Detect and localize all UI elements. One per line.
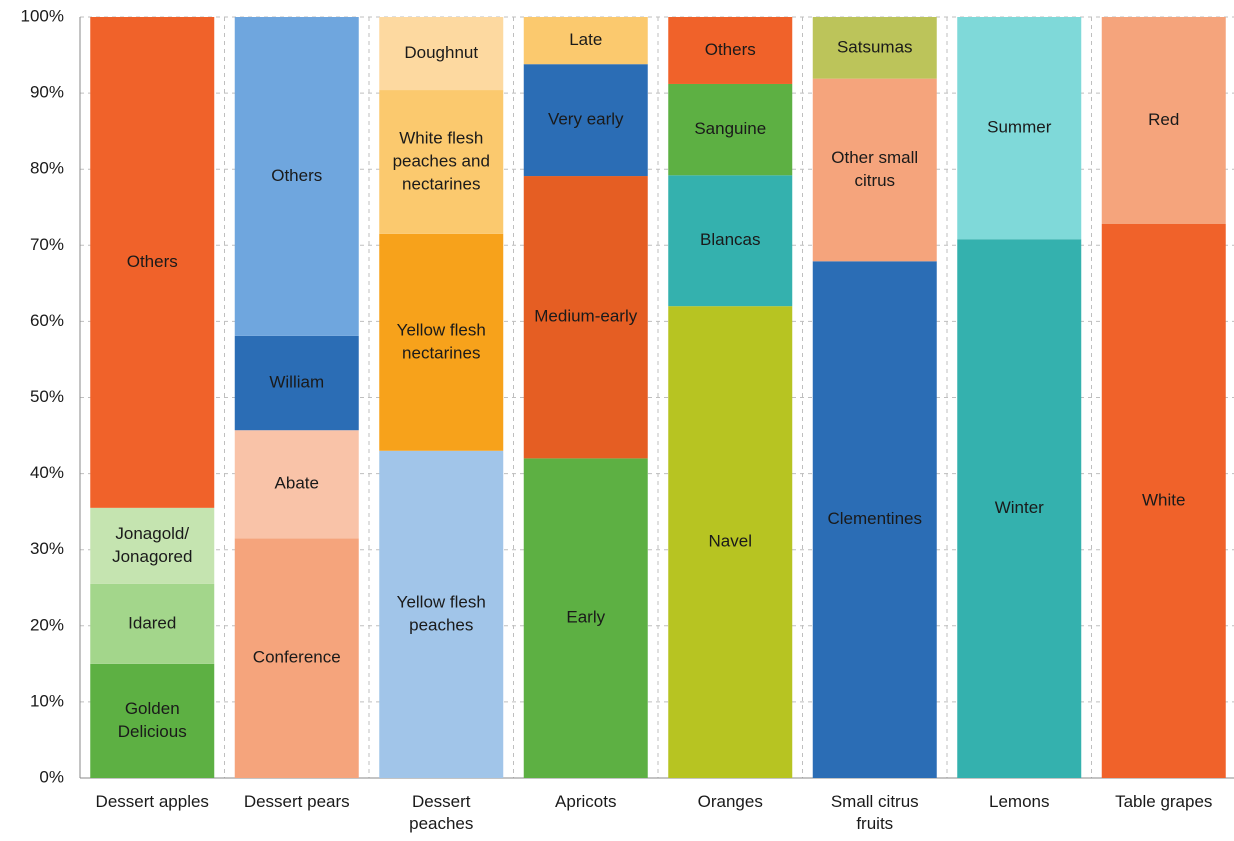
bar-segment: [523, 458, 648, 778]
segment-label: Other small citrus: [831, 148, 918, 190]
segment-label: Very early: [548, 110, 624, 129]
segment-label: Sanguine: [694, 119, 766, 138]
y-tick-label: 40%: [30, 463, 64, 482]
segment-label: Clementines: [828, 509, 923, 528]
bar-segment: [957, 239, 1082, 778]
bar-segment: [234, 430, 359, 539]
segment-label: Summer: [987, 118, 1052, 137]
bar-segment: [379, 233, 504, 451]
y-tick-label: 80%: [30, 159, 64, 178]
segment-label: Conference: [253, 648, 341, 667]
segment-label: Winter: [995, 498, 1044, 517]
x-tick-label: Dessert pears: [244, 792, 350, 811]
x-tick-label: Apricots: [555, 792, 616, 811]
bar-segment: [1101, 223, 1226, 778]
y-tick-label: 100%: [21, 6, 64, 25]
segment-label: Medium-early: [534, 307, 637, 326]
segment-label: Blancas: [700, 230, 760, 249]
bar-segment: [379, 17, 504, 91]
y-tick-label: 70%: [30, 235, 64, 254]
segment-label: Golden Delicious: [118, 699, 187, 741]
segment-label: Red: [1148, 110, 1179, 129]
bar-segment: [234, 538, 359, 778]
segment-label: Doughnut: [404, 43, 478, 62]
y-tick-label: 30%: [30, 539, 64, 558]
x-tick-label: Lemons: [989, 792, 1049, 811]
x-tick-label: Oranges: [698, 792, 763, 811]
segment-label: White: [1142, 490, 1185, 509]
segment-label: White flesh peaches and nectarines: [393, 128, 490, 193]
bar-segment: [90, 507, 215, 584]
bar-segment: [90, 583, 215, 664]
x-tick-label: Small citrus fruits: [831, 792, 919, 833]
bar-segment: [90, 17, 215, 508]
bar-segment: [234, 17, 359, 336]
bar-segment: [379, 90, 504, 234]
x-tick-label: Dessert apples: [96, 792, 209, 811]
segment-label: Satsumas: [837, 37, 913, 56]
bar-segment: [523, 17, 648, 65]
y-tick-label: 50%: [30, 387, 64, 406]
bar-segment: [379, 450, 504, 778]
bar-segment: [523, 176, 648, 459]
bar-segment: [523, 64, 648, 177]
bar-segment: [1101, 17, 1226, 224]
bar-segment: [668, 17, 793, 84]
segment-label: Navel: [709, 532, 752, 551]
segment-label: Yellow flesh peaches: [397, 592, 486, 634]
y-tick-label: 0%: [39, 767, 64, 786]
segment-label: Others: [127, 252, 178, 271]
segment-label: Early: [566, 608, 605, 627]
segment-label: Others: [271, 166, 322, 185]
bar-segment: [668, 175, 793, 307]
segment-label: Jonagold/Jonagored: [112, 524, 192, 566]
segment-label: Idared: [128, 613, 176, 632]
x-tick-label: Dessert peaches: [409, 792, 473, 833]
x-tick-label: Table grapes: [1115, 792, 1212, 811]
segment-label: Yellow flesh nectarines: [397, 320, 486, 362]
bar-segment: [234, 335, 359, 431]
segment-label: Others: [705, 40, 756, 59]
segment-label: Abate: [275, 474, 319, 493]
bar-segment: [957, 17, 1082, 240]
y-tick-label: 20%: [30, 615, 64, 634]
bar-segment: [812, 78, 937, 262]
bar-segment: [668, 306, 793, 778]
y-tick-label: 60%: [30, 311, 64, 330]
bar-segment: [90, 663, 215, 778]
y-tick-label: 90%: [30, 83, 64, 102]
bar-segment: [812, 261, 937, 778]
bar-segment: [812, 17, 937, 79]
y-tick-label: 10%: [30, 691, 64, 710]
segment-label: Late: [569, 30, 602, 49]
bar-segment: [668, 83, 793, 176]
segment-label: William: [269, 373, 324, 392]
